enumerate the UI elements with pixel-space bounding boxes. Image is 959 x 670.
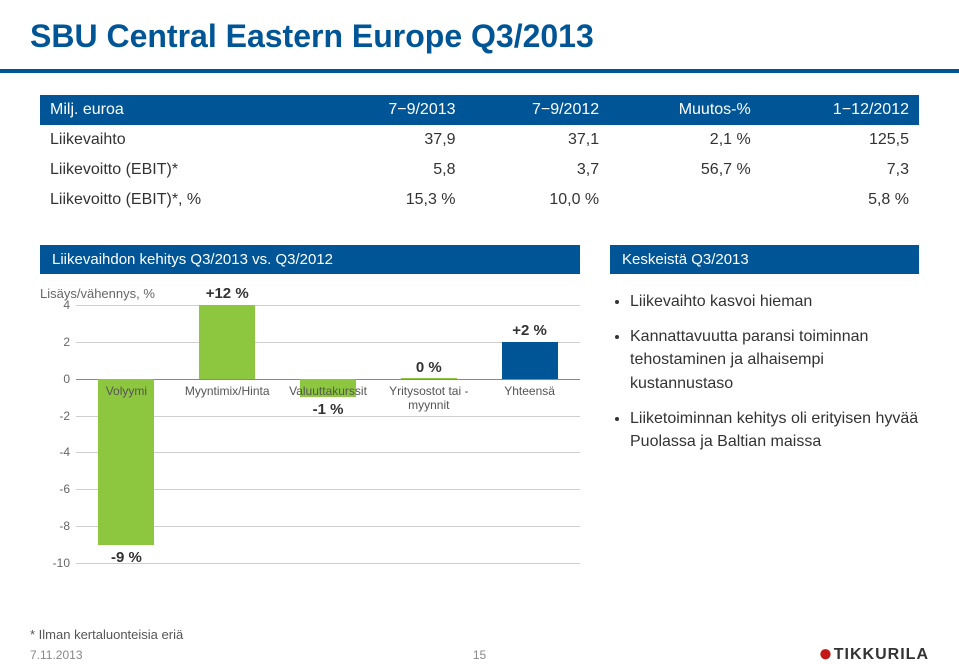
chart-plot-area: -10-8-6-4-2024-9 %Volyymi+12 %Myyntimix/… xyxy=(76,305,580,563)
table-cell: 2,1 % xyxy=(609,125,761,155)
table-cell: Liikevoitto (EBIT)* xyxy=(40,155,322,185)
table-row: Liikevoitto (EBIT)*, %15,3 %10,0 % 5,8 % xyxy=(40,185,919,215)
chart-section-title: Liikevaihdon kehitys Q3/2013 vs. Q3/2012 xyxy=(40,245,580,274)
chart-bar xyxy=(502,342,558,379)
logo: ●TIKKURILA xyxy=(818,646,929,664)
chart-ytick: -4 xyxy=(40,445,70,459)
logo-text: TIKKURILA xyxy=(834,646,929,663)
chart-category-label: Valuuttakurssit xyxy=(276,385,380,399)
chart-bar-label: +12 % xyxy=(182,285,272,302)
list-item: Kannattavuutta paransi toiminnan tehosta… xyxy=(630,325,919,395)
chart-gridline xyxy=(76,305,580,306)
chart-ytick: -10 xyxy=(40,556,70,570)
table-cell: 15,3 % xyxy=(322,185,466,215)
table-row: Liikevoitto (EBIT)*5,83,756,7 %7,3 xyxy=(40,155,919,185)
bar-chart: -10-8-6-4-2024-9 %Volyymi+12 %Myyntimix/… xyxy=(40,305,580,585)
chart-bar-label: -1 % xyxy=(283,401,373,418)
chart-category-label: Yritysostot tai - myynnit xyxy=(377,385,481,413)
logo-dot-icon: ● xyxy=(818,640,834,667)
chart-ytick: 2 xyxy=(40,335,70,349)
chart-ytick: -6 xyxy=(40,482,70,496)
bullets-section-title: Keskeistä Q3/2013 xyxy=(610,245,919,274)
table-header-cell: 7−9/2013 xyxy=(322,95,466,125)
table-header-cell: Milj. euroa xyxy=(40,95,322,125)
list-item: Liiketoiminnan kehitys oli erityisen hyv… xyxy=(630,407,919,453)
table-header-cell: Muutos-% xyxy=(609,95,761,125)
chart-bar-label: -9 % xyxy=(81,549,171,566)
chart-ytick: -8 xyxy=(40,519,70,533)
data-table: Milj. euroa 7−9/2013 7−9/2012 Muutos-% 1… xyxy=(40,95,919,215)
table-cell: Liikevaihto xyxy=(40,125,322,155)
table-cell: 3,7 xyxy=(466,155,610,185)
chart-ytick: 4 xyxy=(40,298,70,312)
chart-bar-label: +2 % xyxy=(485,322,575,339)
table-cell: 5,8 xyxy=(322,155,466,185)
lower-row: Lisäys/vähennys, % -10 -8 -6 -4 -2 0 2 4 -9 % Vol… xyxy=(0,280,959,585)
chart-bar xyxy=(199,305,255,379)
chart-bar xyxy=(98,379,154,545)
table-cell xyxy=(609,185,761,215)
table-cell: 56,7 % xyxy=(609,155,761,185)
table-cell: 10,0 % xyxy=(466,185,610,215)
chart-category-label: Myyntimix/Hinta xyxy=(175,385,279,399)
section-headers: Liikevaihdon kehitys Q3/2013 vs. Q3/2012… xyxy=(0,215,959,280)
chart-bar xyxy=(401,378,457,379)
chart-ytick: 0 xyxy=(40,372,70,386)
table-body: Liikevaihto37,937,12,1 %125,5Liikevoitto… xyxy=(40,125,919,215)
table-cell: 125,5 xyxy=(761,125,919,155)
chart-category-label: Volyymi xyxy=(74,385,178,399)
table-cell: Liikevoitto (EBIT)*, % xyxy=(40,185,322,215)
table-row: Liikevaihto37,937,12,1 %125,5 xyxy=(40,125,919,155)
table-wrapper: Milj. euroa 7−9/2013 7−9/2012 Muutos-% 1… xyxy=(0,73,959,215)
footer-date: 7.11.2013 xyxy=(30,648,83,662)
table-cell: 7,3 xyxy=(761,155,919,185)
chart-category-label: Yhteensä xyxy=(478,385,582,399)
chart-column: Lisäys/vähennys, % -10 -8 -6 -4 -2 0 2 4 -9 % Vol… xyxy=(40,284,580,585)
table-cell: 5,8 % xyxy=(761,185,919,215)
table-header-row: Milj. euroa 7−9/2013 7−9/2012 Muutos-% 1… xyxy=(40,95,919,125)
footnote: * Ilman kertaluonteisia eriä xyxy=(30,627,183,642)
table-header-cell: 7−9/2012 xyxy=(466,95,610,125)
table-header-cell: 1−12/2012 xyxy=(761,95,919,125)
table-cell: 37,1 xyxy=(466,125,610,155)
chart-y-axis-label: Lisäys/vähennys, % xyxy=(40,286,580,301)
list-item: Liikevaihto kasvoi hieman xyxy=(630,290,919,313)
chart-ytick: -2 xyxy=(40,409,70,423)
page-number: 15 xyxy=(473,648,486,662)
table-cell: 37,9 xyxy=(322,125,466,155)
page-title: SBU Central Eastern Europe Q3/2013 xyxy=(0,18,959,73)
chart-bar-label: 0 % xyxy=(384,359,474,376)
bullets-column: Liikevaihto kasvoi hieman Kannattavuutta … xyxy=(610,284,919,585)
slide: SBU Central Eastern Europe Q3/2013 Milj.… xyxy=(0,0,959,670)
bullet-list: Liikevaihto kasvoi hieman Kannattavuutta … xyxy=(610,290,919,453)
